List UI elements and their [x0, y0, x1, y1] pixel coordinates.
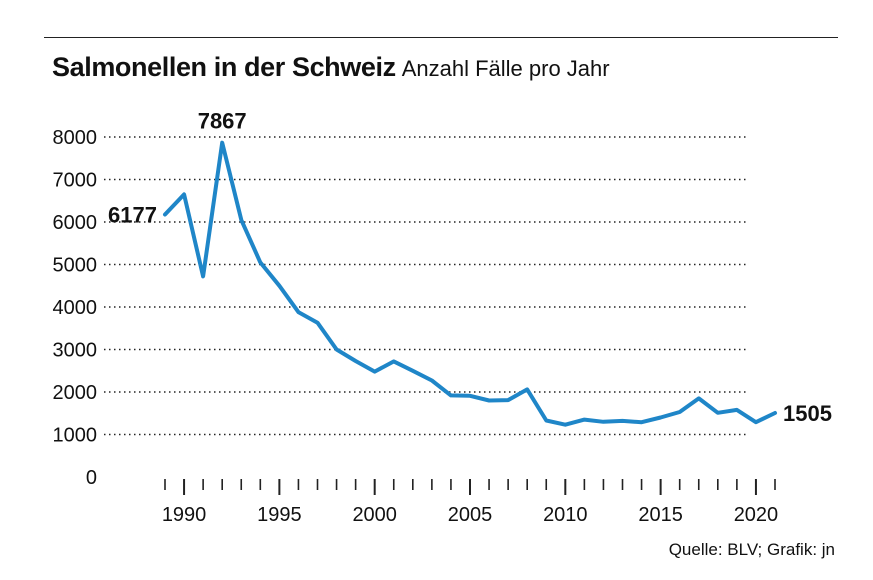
x-tick-label: 1990	[162, 504, 207, 526]
y-tick-label: 8000	[53, 127, 98, 149]
source-note: Quelle: BLV; Grafik: jn	[668, 540, 835, 559]
y-tick-label: 2000	[53, 382, 98, 404]
x-tick-label: 2000	[352, 504, 397, 526]
y-axis-labels: 0 1000 2000 3000 4000 5000 6000 7000 8000	[53, 127, 98, 489]
gridlines	[104, 136, 748, 436]
chart-subtitle: Anzahl Fälle pro Jahr	[401, 56, 610, 81]
y-tick-label: 7000	[53, 170, 98, 192]
annotations: 6177 7867 1505	[108, 109, 832, 426]
top-rule	[44, 37, 838, 38]
value-annotation: 6177	[108, 202, 157, 227]
y-tick-label: 0	[86, 467, 97, 489]
x-tick-label: 2020	[734, 504, 779, 526]
x-axis-ticks: 1990 1995 2000 2005 2010 2015 2020	[162, 479, 778, 526]
y-tick-label: 4000	[53, 297, 98, 319]
value-annotation: 7867	[198, 109, 247, 134]
value-annotation: 1505	[783, 401, 832, 426]
y-tick-label: 5000	[53, 255, 98, 277]
title-row: Salmonellen in der Schweiz Anzahl Fälle p…	[52, 52, 610, 83]
x-tick-label: 2015	[638, 504, 683, 526]
x-tick-label: 2010	[543, 504, 588, 526]
y-tick-label: 6000	[53, 212, 98, 234]
x-tick-label: 1995	[257, 504, 302, 526]
y-tick-label: 1000	[53, 425, 98, 447]
x-tick-label: 2005	[448, 504, 493, 526]
series-line	[163, 140, 777, 427]
chart-title: Salmonellen in der Schweiz	[52, 52, 396, 82]
y-tick-label: 3000	[53, 340, 98, 362]
